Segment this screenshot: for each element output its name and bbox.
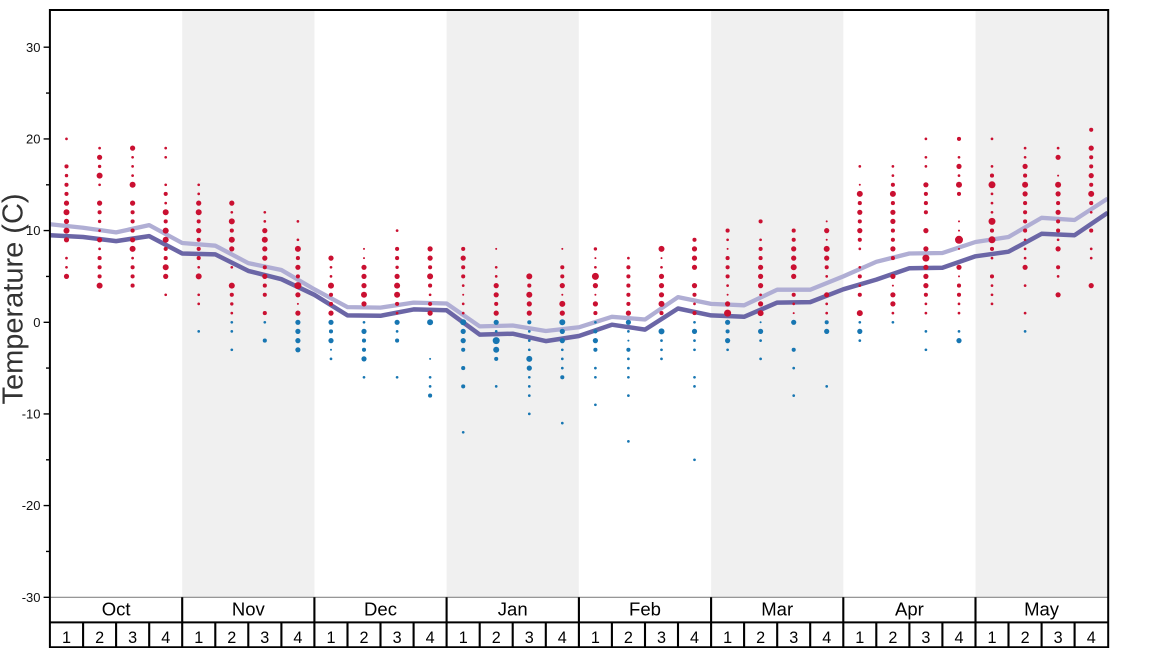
svg-text:3: 3 — [525, 629, 534, 647]
svg-text:3: 3 — [921, 629, 930, 647]
svg-text:4: 4 — [161, 629, 170, 647]
svg-text:4: 4 — [690, 629, 699, 647]
svg-text:1: 1 — [723, 629, 732, 647]
svg-text:2: 2 — [227, 629, 236, 647]
svg-text:10: 10 — [26, 223, 40, 238]
svg-text:Mar: Mar — [761, 599, 793, 620]
svg-text:-10: -10 — [22, 407, 41, 422]
svg-text:3: 3 — [128, 629, 137, 647]
svg-text:2: 2 — [1021, 629, 1030, 647]
svg-text:20: 20 — [26, 132, 40, 147]
svg-text:4: 4 — [822, 629, 831, 647]
svg-text:2: 2 — [359, 629, 368, 647]
svg-text:-30: -30 — [22, 590, 41, 605]
svg-text:1: 1 — [459, 629, 468, 647]
svg-text:Jan: Jan — [498, 599, 528, 620]
svg-text:1: 1 — [591, 629, 600, 647]
svg-text:Oct: Oct — [102, 599, 131, 620]
svg-text:3: 3 — [657, 629, 666, 647]
svg-text:-20: -20 — [22, 498, 41, 513]
svg-text:2: 2 — [95, 629, 104, 647]
svg-text:Feb: Feb — [629, 599, 661, 620]
svg-text:Apr: Apr — [895, 599, 924, 620]
svg-text:Nov: Nov — [232, 599, 266, 620]
svg-text:Temperature (C): Temperature (C) — [0, 193, 30, 404]
svg-text:2: 2 — [624, 629, 633, 647]
svg-text:1: 1 — [855, 629, 864, 647]
svg-text:3: 3 — [393, 629, 402, 647]
svg-text:1: 1 — [194, 629, 203, 647]
svg-text:3: 3 — [260, 629, 269, 647]
svg-text:3: 3 — [789, 629, 798, 647]
svg-text:2: 2 — [756, 629, 765, 647]
svg-text:1: 1 — [326, 629, 335, 647]
svg-text:May: May — [1024, 599, 1060, 620]
svg-text:2: 2 — [492, 629, 501, 647]
svg-text:2: 2 — [888, 629, 897, 647]
svg-text:Dec: Dec — [364, 599, 397, 620]
svg-text:4: 4 — [558, 629, 567, 647]
svg-text:4: 4 — [293, 629, 302, 647]
svg-text:30: 30 — [26, 40, 40, 55]
svg-text:1: 1 — [62, 629, 71, 647]
svg-text:4: 4 — [954, 629, 963, 647]
svg-text:0: 0 — [33, 315, 40, 330]
svg-text:3: 3 — [1054, 629, 1063, 647]
svg-text:4: 4 — [426, 629, 435, 647]
svg-text:4: 4 — [1087, 629, 1096, 647]
svg-text:1: 1 — [987, 629, 996, 647]
